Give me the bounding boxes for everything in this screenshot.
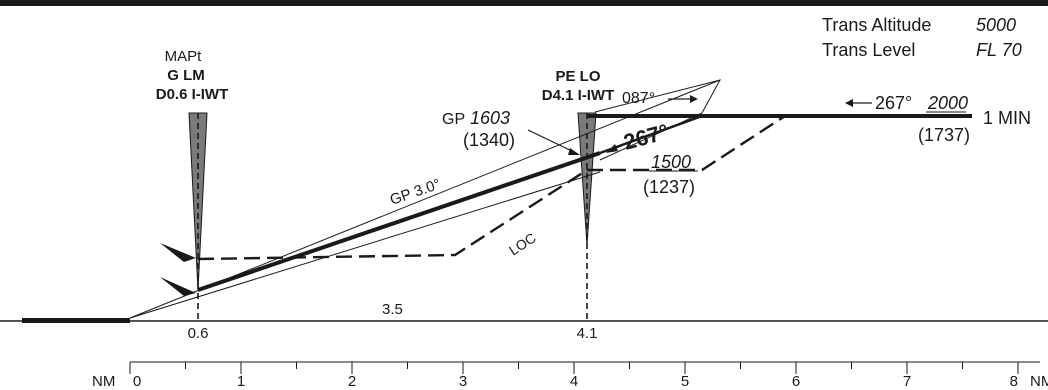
scale-tick-label: 3 xyxy=(459,373,467,390)
faf-dme: D4.1 I-IWT xyxy=(542,87,615,104)
scale-tick-label: 5 xyxy=(681,373,689,390)
trans-altitude-label: Trans Altitude xyxy=(822,15,931,35)
scale-tick-label: 4 xyxy=(570,373,578,390)
faf-distance: 4.1 xyxy=(577,325,598,342)
inbound-arrow-head xyxy=(845,99,853,107)
missed-approach-arrow-upper xyxy=(160,243,196,262)
scale-tick-label: 6 xyxy=(792,373,800,390)
gp-pointer-head xyxy=(568,148,580,155)
holding-leg-time: 1 MIN xyxy=(983,108,1031,128)
gp-altitude: 1603 xyxy=(470,108,510,128)
scale-tick-label: 2 xyxy=(348,373,356,390)
gp-angle: GP 3.0° xyxy=(388,176,443,209)
scale-tick-label: 8 xyxy=(1010,373,1018,390)
runway xyxy=(22,318,130,323)
missed-approach-arrow-lower xyxy=(160,277,196,296)
scale-tick-label: 7 xyxy=(903,373,911,390)
gp-envelope-lower xyxy=(129,171,601,319)
mapt-title: MAPt xyxy=(165,48,203,65)
loc-label: LOC xyxy=(506,229,539,258)
holding-outline xyxy=(594,79,721,161)
scale-unit-left: NM xyxy=(92,373,115,390)
trans-level-value: FL 70 xyxy=(976,40,1022,60)
holding-altitude: 2000 xyxy=(927,93,968,113)
holding-inbound-course: 267° xyxy=(875,93,912,113)
holding-outbound-course: 087° xyxy=(622,90,655,107)
outbound-arrow-head xyxy=(690,95,698,103)
top-border xyxy=(0,0,1048,6)
gp-prefix: GP xyxy=(442,111,465,128)
scale-ticks xyxy=(129,362,1019,374)
glide-path xyxy=(197,151,601,292)
loc-altitude: 1500 xyxy=(651,152,691,172)
gp-height: (1340) xyxy=(463,130,515,150)
scale-labels: 0 1 2 3 4 5 6 7 8 xyxy=(133,373,1018,390)
scale-unit-right: NM xyxy=(1030,373,1048,390)
faf-name: PE LO xyxy=(555,68,600,85)
scale-tick-label: 1 xyxy=(237,373,245,390)
scale-tick-label: 0 xyxy=(133,373,141,390)
gp-pointer xyxy=(527,129,575,153)
segment-distance: 3.5 xyxy=(382,301,403,318)
mapt-name: G LM xyxy=(167,67,205,84)
holding-height: (1737) xyxy=(918,125,970,145)
trans-level-label: Trans Level xyxy=(822,40,915,60)
mapt-dme: D0.6 I-IWT xyxy=(156,86,229,103)
mapt-distance: 0.6 xyxy=(188,325,209,342)
loc-descent-path xyxy=(197,114,786,261)
final-course-arrow-head xyxy=(606,144,618,153)
trans-altitude-value: 5000 xyxy=(976,15,1016,35)
loc-height: (1237) xyxy=(643,177,695,197)
final-course: 267° xyxy=(621,119,671,155)
